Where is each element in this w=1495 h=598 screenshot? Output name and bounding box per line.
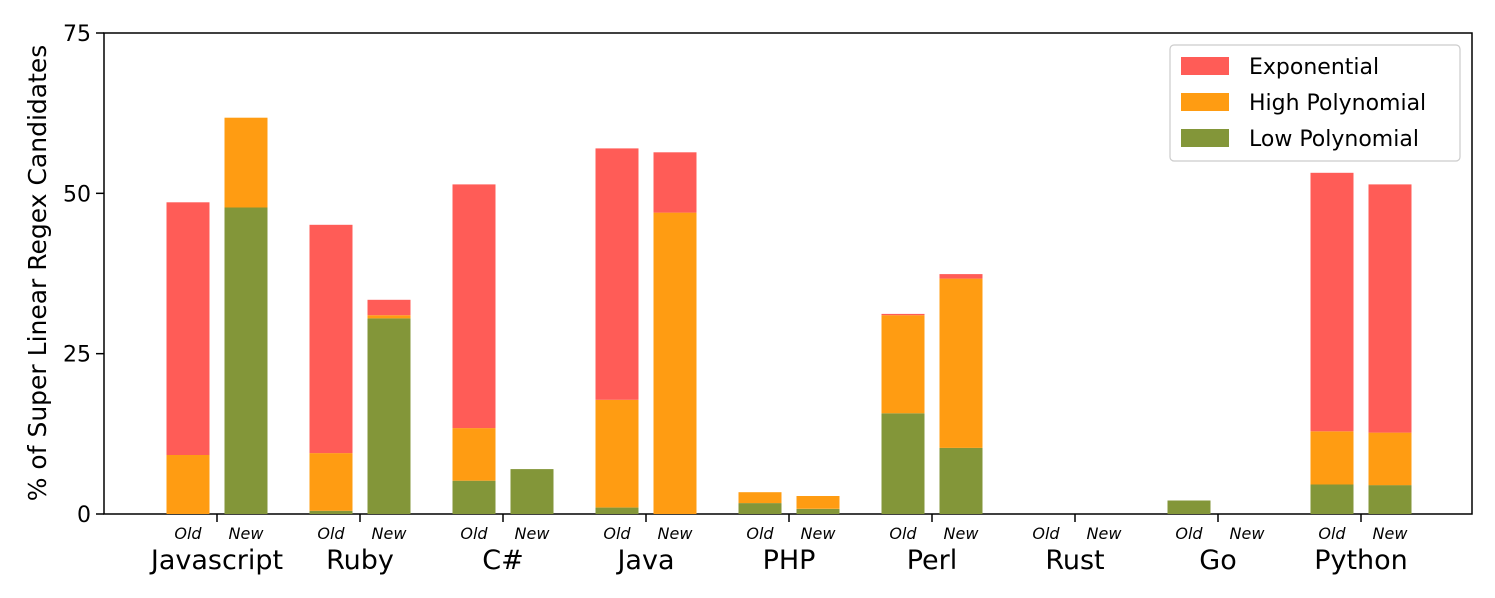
bar-python-new-high-polynomial	[1368, 432, 1412, 486]
bar-php-old-low-polynomial	[738, 503, 782, 514]
y-axis-label: % of Super Linear Regex Candidates	[23, 45, 52, 502]
sub-label-java-new: New	[658, 524, 694, 543]
bar-python-new-exponential	[1368, 184, 1412, 433]
category-label-perl: Perl	[907, 545, 958, 576]
bar-python-old-exponential	[1310, 172, 1354, 432]
bar-java-new-high-polynomial	[653, 212, 697, 514]
bar-java-old-exponential	[595, 148, 639, 400]
sub-label-javascript-old: Old	[174, 524, 202, 543]
sub-label-java-old: Old	[603, 524, 631, 543]
bar-csharp-old-low-polynomial	[452, 480, 496, 514]
plot-frame	[103, 32, 1473, 515]
bar-javascript-old-high-polynomial	[166, 455, 210, 514]
axes-layer: Old New Javascript Old New Ruby Old New C# Old New…	[63, 22, 1408, 576]
sub-label-ruby-new: New	[372, 524, 408, 543]
sub-label-python-new: New	[1373, 524, 1409, 543]
sub-label-go-old: Old	[1175, 524, 1203, 543]
bar-php-new-low-polynomial	[796, 508, 840, 514]
y-tick-label-0: 0	[77, 503, 91, 528]
legend-label-high-polynomial: High Polynomial	[1249, 91, 1426, 116]
sub-label-rust-new: New	[1087, 524, 1123, 543]
bar-ruby-old-low-polynomial	[309, 510, 353, 514]
sub-label-perl-new: New	[944, 524, 980, 543]
category-label-ruby: Ruby	[326, 545, 394, 576]
y-tick-label-25: 25	[63, 343, 91, 368]
bar-javascript-old-exponential	[166, 202, 210, 455]
sub-label-rust-old: Old	[1032, 524, 1060, 543]
bar-csharp-old-exponential	[452, 184, 496, 429]
bar-ruby-new-low-polynomial	[367, 318, 411, 514]
category-label-php: PHP	[763, 545, 816, 576]
bar-javascript-new-high-polynomial	[224, 117, 268, 208]
bar-go-old-low-polynomial	[1167, 500, 1211, 514]
bar-python-old-high-polynomial	[1310, 431, 1354, 485]
bar-php-old-high-polynomial	[738, 492, 782, 504]
bar-csharp-old-high-polynomial	[452, 428, 496, 481]
bar-java-old-low-polynomial	[595, 507, 639, 514]
category-label-csharp: C#	[482, 545, 523, 576]
bar-php-new-high-polynomial	[796, 496, 840, 509]
bar-perl-old-low-polynomial	[881, 413, 925, 514]
legend-label-exponential: Exponential	[1249, 55, 1379, 80]
y-tick-label-50: 50	[63, 182, 91, 207]
bar-perl-old-high-polynomial	[881, 315, 925, 414]
category-label-rust: Rust	[1045, 545, 1104, 576]
sub-label-python-old: Old	[1318, 524, 1346, 543]
legend: Exponential High Polynomial Low Polynomial	[1169, 44, 1461, 162]
legend-swatch-high-polynomial	[1181, 93, 1229, 111]
category-label-javascript: Javascript	[149, 545, 283, 576]
bar-java-new-exponential	[653, 152, 697, 213]
category-label-java: Java	[615, 545, 674, 576]
bar-perl-new-exponential	[939, 274, 983, 279]
bar-python-new-low-polynomial	[1368, 485, 1412, 514]
bar-javascript-new-low-polynomial	[224, 207, 268, 514]
sub-label-csharp-old: Old	[460, 524, 488, 543]
bar-ruby-old-high-polynomial	[309, 453, 353, 511]
bar-perl-new-high-polynomial	[939, 278, 983, 448]
y-tick-label-75: 75	[63, 22, 91, 47]
sub-label-javascript-new: New	[229, 524, 265, 543]
bar-perl-new-low-polynomial	[939, 447, 983, 514]
bar-csharp-new-low-polynomial	[510, 469, 554, 514]
sub-label-go-new: New	[1230, 524, 1266, 543]
sub-label-csharp-new: New	[515, 524, 551, 543]
sub-label-perl-old: Old	[889, 524, 917, 543]
bars-layer	[166, 117, 1412, 514]
bar-java-old-high-polynomial	[595, 399, 639, 508]
legend-label-low-polynomial: Low Polynomial	[1249, 127, 1419, 152]
bar-ruby-new-high-polynomial	[367, 315, 411, 319]
category-label-go: Go	[1199, 545, 1236, 576]
bar-python-old-low-polynomial	[1310, 484, 1354, 514]
bar-ruby-new-exponential	[367, 299, 411, 316]
sub-label-php-old: Old	[746, 524, 774, 543]
bar-perl-old-exponential	[881, 313, 925, 316]
legend-swatch-low-polynomial	[1181, 129, 1229, 147]
category-label-python: Python	[1314, 545, 1408, 576]
sub-label-ruby-old: Old	[317, 524, 345, 543]
bar-ruby-old-exponential	[309, 224, 353, 454]
legend-swatch-exponential	[1181, 57, 1229, 75]
sub-label-php-new: New	[801, 524, 837, 543]
legend-box	[1169, 44, 1461, 162]
